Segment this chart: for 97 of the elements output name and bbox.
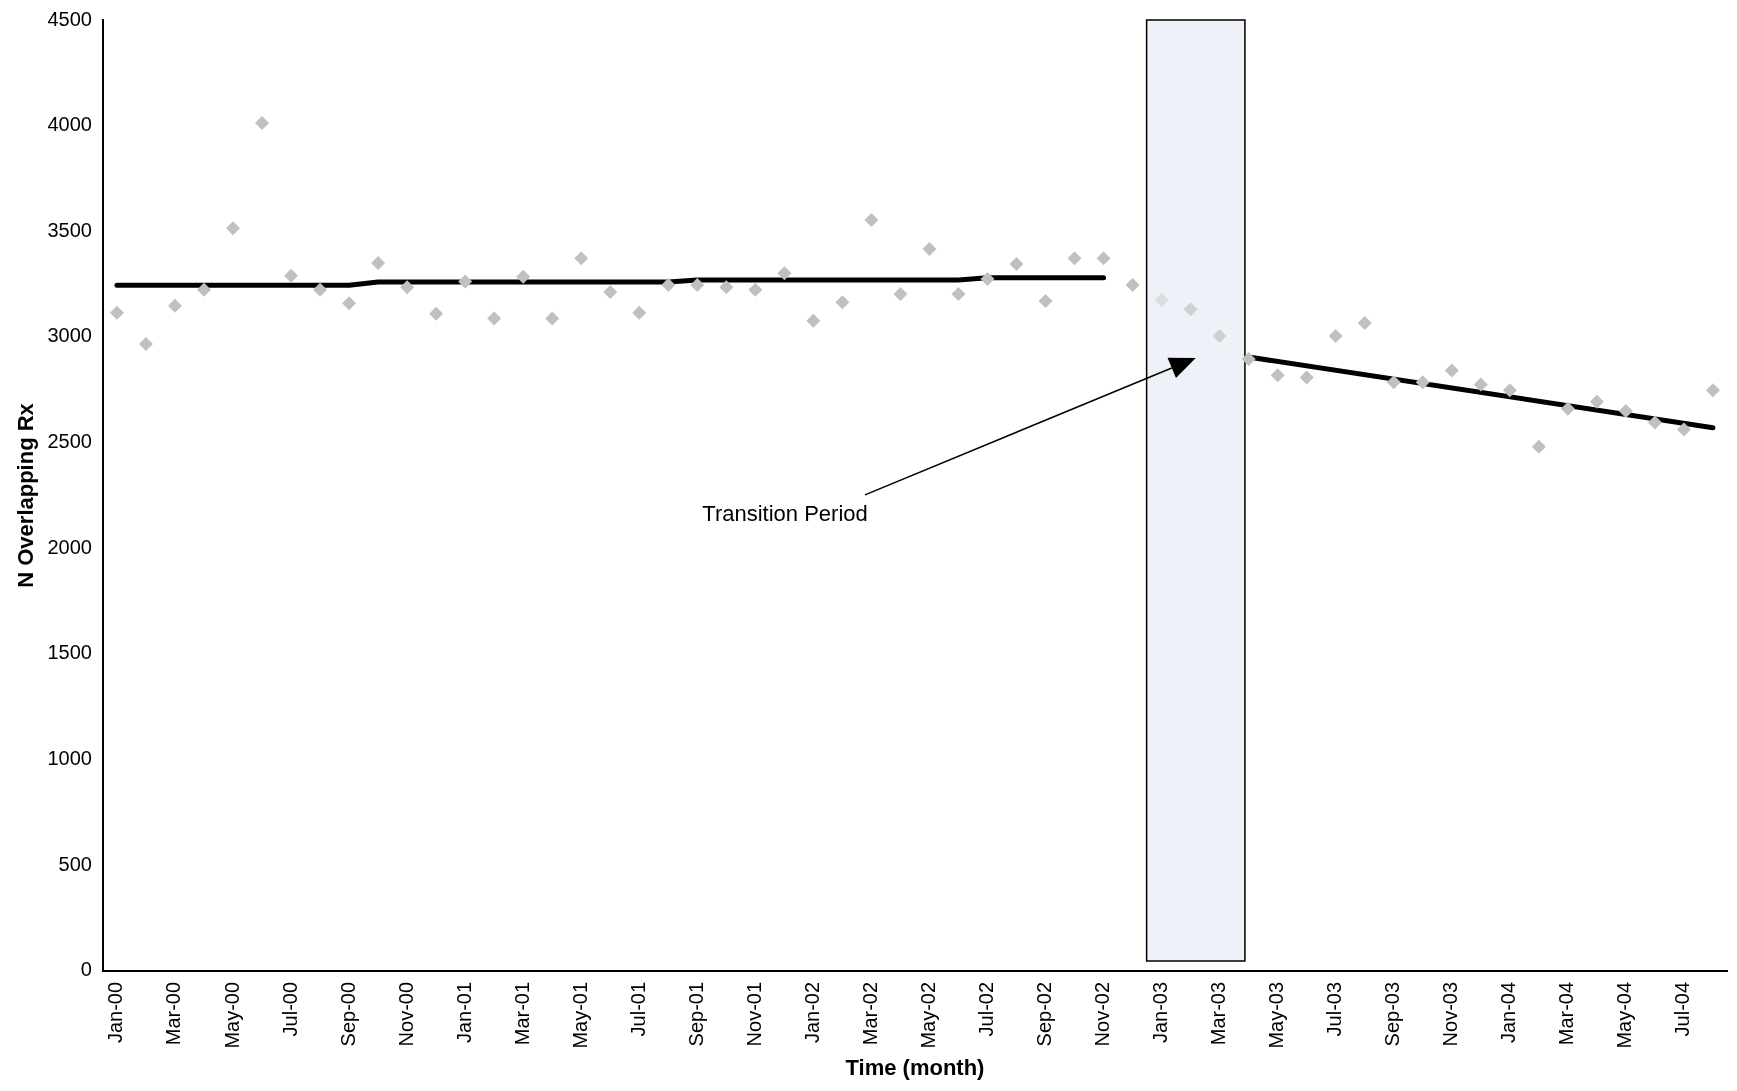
- point: [313, 282, 328, 297]
- point: [1125, 277, 1140, 292]
- point: [1618, 403, 1633, 418]
- point: [1270, 368, 1285, 383]
- point: [429, 306, 444, 321]
- point: [835, 295, 850, 310]
- point: [1357, 316, 1372, 331]
- point: [690, 277, 705, 292]
- point: [1009, 257, 1024, 272]
- x-tick-label: Mar-02: [858, 981, 881, 1046]
- x-tick-label: May-01: [568, 981, 591, 1049]
- x-tick-label: May-00: [220, 981, 243, 1049]
- point: [1676, 422, 1691, 437]
- point: [1444, 363, 1459, 378]
- y-tick-label: 3500: [47, 218, 92, 241]
- y-axis-title: N Overlapping Rx: [13, 402, 39, 588]
- x-tick-label: Nov-01: [742, 981, 765, 1047]
- point: [516, 269, 531, 284]
- y-tick-label: 1000: [47, 747, 92, 770]
- point: [1241, 351, 1256, 366]
- point: [1415, 375, 1430, 390]
- x-tick-label: Sep-03: [1381, 981, 1404, 1047]
- point: [1212, 328, 1227, 343]
- y-tick-label: 2500: [47, 430, 92, 453]
- point: [632, 305, 647, 320]
- x-tick-label: Sep-02: [1033, 981, 1056, 1047]
- x-tick-label: Jan-01: [452, 981, 475, 1044]
- x-tick-label: May-02: [916, 981, 939, 1049]
- point: [167, 298, 182, 313]
- point: [284, 268, 299, 283]
- point: [1531, 439, 1546, 454]
- y-tick-label: 4000: [47, 113, 92, 136]
- point: [226, 221, 241, 236]
- x-tick-label: Jul-04: [1671, 981, 1694, 1037]
- point: [487, 311, 502, 326]
- point: [1328, 328, 1343, 343]
- point: [864, 213, 879, 228]
- x-tick-label: Nov-03: [1439, 981, 1462, 1047]
- point: [951, 287, 966, 302]
- point: [893, 287, 908, 302]
- y-tick-label: 500: [58, 852, 92, 875]
- x-tick-label: Sep-01: [684, 981, 707, 1047]
- y-tick-label: 4500: [47, 7, 92, 30]
- point: [1589, 394, 1604, 409]
- x-tick-label: Mar-03: [1207, 981, 1230, 1046]
- point: [545, 311, 560, 326]
- x-tick-label: Sep-00: [336, 981, 359, 1047]
- y-tick-label: 1500: [47, 641, 92, 664]
- point: [458, 274, 473, 289]
- point: [1183, 302, 1198, 317]
- point: [719, 280, 734, 295]
- point: [777, 266, 792, 281]
- point: [255, 115, 270, 130]
- point: [196, 282, 211, 297]
- point: [1154, 292, 1169, 307]
- x-tick-label: Mar-04: [1555, 981, 1578, 1046]
- point: [1473, 377, 1488, 392]
- x-tick-label: Jul-02: [975, 981, 998, 1037]
- point: [1647, 415, 1662, 430]
- point: [603, 284, 618, 299]
- x-tick-label: Jan-04: [1497, 981, 1520, 1044]
- point: [342, 296, 357, 311]
- x-tick-label: May-03: [1265, 981, 1288, 1049]
- point: [980, 272, 995, 287]
- x-tick-label: Nov-02: [1091, 981, 1114, 1047]
- point: [1299, 370, 1314, 385]
- x-tick-label: Jan-03: [1149, 981, 1172, 1044]
- point: [371, 256, 386, 271]
- y-tick-label: 0: [80, 958, 92, 981]
- point: [661, 277, 676, 292]
- x-tick-label: Mar-00: [162, 981, 185, 1046]
- x-tick-label: Nov-00: [394, 981, 417, 1047]
- y-tick-label: 3000: [47, 324, 92, 347]
- point: [574, 251, 589, 266]
- point: [109, 305, 124, 320]
- x-axis-title: Time (month): [845, 1054, 985, 1080]
- point: [748, 282, 763, 297]
- point: [1502, 383, 1517, 398]
- point: [1067, 251, 1082, 266]
- x-tick-label: Jan-02: [800, 981, 823, 1044]
- point: [1096, 251, 1111, 266]
- annotation: Transition Period: [702, 500, 868, 526]
- point: [1386, 375, 1401, 390]
- point: [1560, 401, 1575, 416]
- point: [138, 336, 153, 351]
- x-tick-label: Jul-03: [1323, 981, 1346, 1037]
- point: [922, 242, 937, 257]
- x-tick-label: Jul-00: [278, 981, 301, 1037]
- point: [400, 280, 415, 295]
- y-tick-label: 2000: [47, 535, 92, 558]
- x-tick-label: Mar-01: [510, 981, 533, 1046]
- point: [1038, 294, 1053, 309]
- x-tick-label: Jul-01: [626, 981, 649, 1037]
- x-tick-label: Jan-00: [104, 981, 127, 1044]
- point: [806, 313, 821, 328]
- point: [1705, 383, 1720, 398]
- x-tick-label: May-04: [1613, 981, 1636, 1049]
